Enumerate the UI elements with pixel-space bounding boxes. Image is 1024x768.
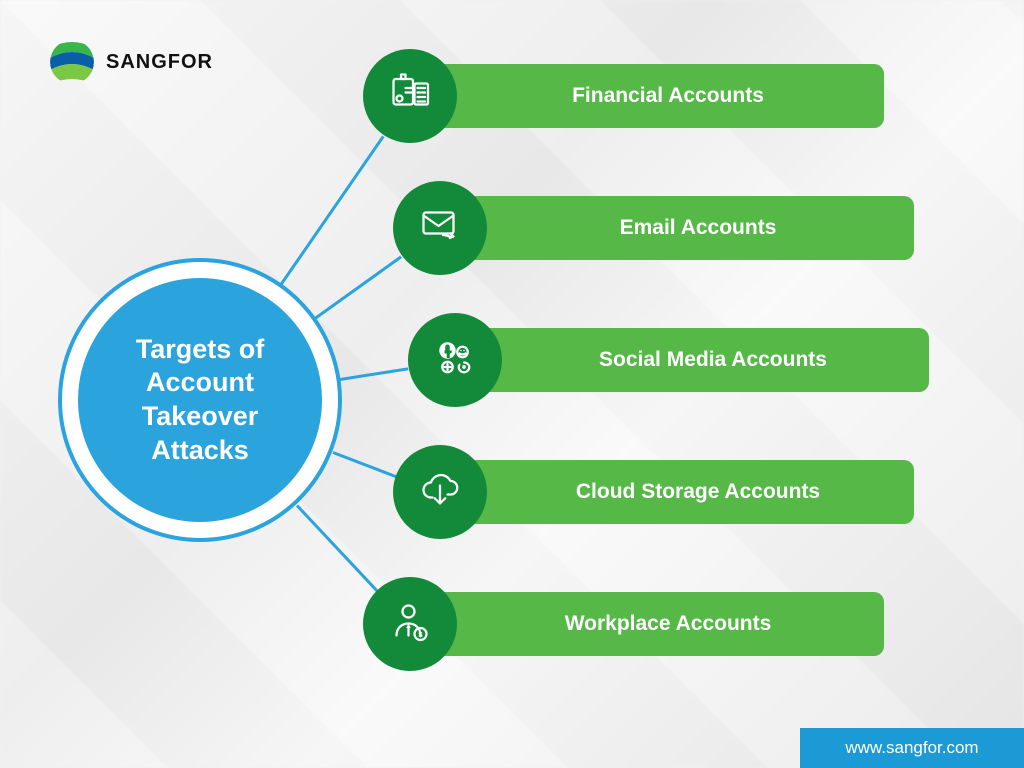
- item-node: [393, 445, 487, 539]
- connector-line: [340, 367, 409, 381]
- hub-circle: Targets of Account Takeover Attacks: [78, 278, 322, 522]
- item-label: Email Accounts: [482, 216, 914, 240]
- item-label: Workplace Accounts: [452, 612, 884, 636]
- item-node: $: [363, 577, 457, 671]
- hub-title: Targets of Account Takeover Attacks: [78, 333, 322, 468]
- connector-line: [315, 256, 403, 320]
- svg-text:$: $: [418, 630, 423, 639]
- connector-line: [279, 135, 384, 285]
- workplace-icon: $: [386, 598, 434, 651]
- item-node: [408, 313, 502, 407]
- item-label: Social Media Accounts: [497, 348, 929, 372]
- diagram-stage: Targets of Account Takeover Attacks Finan…: [0, 0, 1024, 768]
- financial-icon: [386, 70, 434, 123]
- email-icon: [416, 202, 464, 255]
- footer-link[interactable]: www.sangfor.com: [800, 728, 1024, 768]
- item-label: Cloud Storage Accounts: [482, 480, 914, 504]
- item-node: [393, 181, 487, 275]
- footer-link-text: www.sangfor.com: [845, 738, 978, 758]
- social-icon: [431, 334, 479, 387]
- connector-line: [332, 451, 397, 478]
- item-label: Financial Accounts: [452, 84, 884, 108]
- cloud-icon: [416, 466, 464, 519]
- item-node: [363, 49, 457, 143]
- connector-line: [296, 504, 379, 592]
